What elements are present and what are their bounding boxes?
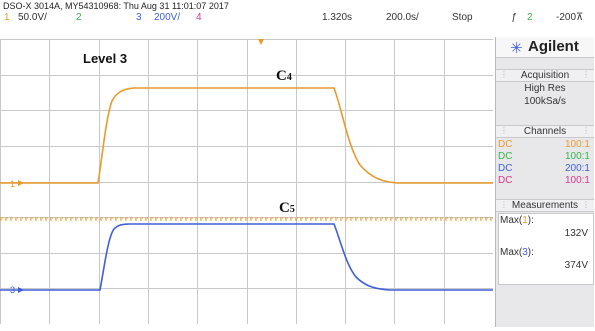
trigger-edge-icon[interactable]: ƒ — [511, 12, 517, 23]
measurement-close: ): — [527, 247, 534, 258]
measurement-label[interactable]: Max(3): — [496, 247, 594, 258]
channel-status-bar: 1 50.0V/ 2 3 200V/ 4 1.320s 200.0s/ Stop… — [0, 12, 595, 26]
channels-title-text: Channels — [523, 126, 567, 137]
ch3-ground-marker: 3 — [10, 285, 15, 295]
measurement-value-text: 374V — [564, 260, 588, 271]
ch2-number[interactable]: 2 — [76, 12, 82, 23]
channel-coupling: DC — [498, 139, 513, 150]
grip-icon: ⋮ — [582, 126, 590, 135]
time-scale[interactable]: 200.0s/ — [386, 12, 419, 23]
channel-row[interactable]: DC 100:1 — [496, 175, 594, 186]
channel-row[interactable]: DC 100:1 — [496, 139, 594, 150]
trigger-position-marker[interactable] — [258, 39, 264, 45]
acquisition-rate: 100kSa/s — [524, 96, 566, 107]
c4-label: C4 — [276, 68, 292, 85]
measurement-value: 374V — [496, 260, 594, 271]
measurement-value-text: 132V — [564, 228, 588, 239]
measurement-label[interactable]: Max(1): — [496, 215, 594, 226]
ch1-scale[interactable]: 50.0V/ — [18, 12, 47, 23]
ch1-waveform-trace — [0, 87, 493, 184]
ch3-waveform-trace — [0, 223, 493, 291]
c4-label-main: C — [276, 68, 287, 84]
grip-icon: ⋮ — [500, 126, 508, 135]
channel-probe-ratio: 100:1 — [564, 139, 590, 150]
grip-icon: ⋮ — [500, 200, 508, 209]
measurement-function: Max( — [500, 247, 523, 258]
ch3-number[interactable]: 3 — [136, 12, 142, 23]
footer-strip — [0, 324, 493, 331]
graticule-svg: 1 3 — [0, 39, 494, 325]
c4-label-sub: 4 — [286, 72, 292, 83]
trigger-level[interactable]: -200⊼ — [556, 12, 584, 23]
measurements-title-text: Measurements — [511, 200, 579, 211]
run-state[interactable]: Stop — [452, 12, 473, 23]
time-position[interactable]: 1.320s — [322, 12, 353, 23]
channel-coupling: DC — [498, 175, 513, 186]
grip-icon: ⋮ — [500, 70, 508, 79]
brand-header: ✳ Agilent — [496, 37, 594, 58]
acquisition-section-title[interactable]: ⋮ Acquisition ⋮ — [496, 69, 594, 82]
ch4-number[interactable]: 4 — [196, 12, 202, 23]
screen-title: DSO-X 3014A, MY54310968: Thu Aug 31 11:0… — [3, 1, 229, 11]
channel-row[interactable]: DC 200:1 — [496, 163, 594, 174]
starburst-logo-icon: ✳ — [510, 40, 523, 57]
acquisition-title-text: Acquisition — [520, 70, 570, 81]
c5-label-main: C — [279, 200, 290, 216]
trigger-source[interactable]: 2 — [527, 12, 533, 23]
measurements-box — [498, 213, 594, 285]
channel-probe-ratio: 100:1 — [564, 151, 590, 162]
acquisition-mode: High Res — [524, 83, 566, 94]
channel-coupling: DC — [498, 151, 513, 162]
grip-icon: ⋮ — [582, 200, 590, 209]
measurements-section-title[interactable]: ⋮ Measurements ⋮ — [496, 199, 594, 212]
channel-row[interactable]: DC 100:1 — [496, 151, 594, 162]
measurement-value: 132V — [496, 228, 594, 239]
ch1-number[interactable]: 1 — [4, 12, 10, 23]
level-label: Level 3 — [83, 51, 128, 66]
brand-name: Agilent — [528, 38, 579, 55]
channel-coupling: DC — [498, 163, 513, 174]
waveform-display[interactable]: 1 3 Level 3 C4 C5 — [0, 39, 494, 325]
side-panel: ✳ Agilent ⋮ Acquisition ⋮ High Res 100kS… — [495, 37, 594, 327]
c5-label-sub: 5 — [289, 204, 295, 215]
channels-section-title[interactable]: ⋮ Channels ⋮ — [496, 125, 594, 138]
ch3-ground-arrow — [18, 287, 24, 293]
ch1-ground-marker: 1 — [10, 179, 15, 189]
measurement-channel: 1 — [522, 215, 528, 226]
channel-probe-ratio: 200:1 — [564, 163, 590, 174]
c5-label: C5 — [279, 200, 295, 217]
measurement-close: ): — [527, 215, 534, 226]
grip-icon: ⋮ — [582, 70, 590, 79]
measurement-function: Max( — [500, 215, 523, 226]
measurement-channel: 3 — [522, 247, 528, 258]
ch1-ground-arrow — [18, 180, 24, 186]
ch3-scale[interactable]: 200V/ — [154, 12, 181, 23]
channel-probe-ratio: 100:1 — [564, 175, 590, 186]
